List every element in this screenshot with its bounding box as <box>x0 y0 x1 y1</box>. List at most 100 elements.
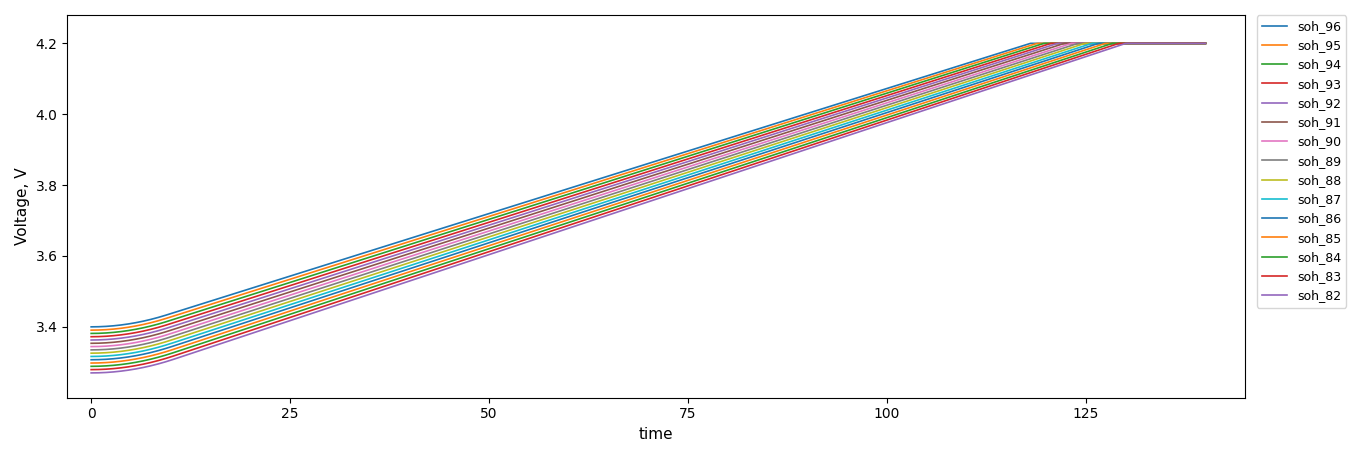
soh_83 <box>1197 41 1213 46</box>
Line: soh_96: soh_96 <box>91 43 1205 327</box>
soh_91 <box>83 340 99 346</box>
soh_88 <box>740 150 756 155</box>
soh_92 <box>280 287 296 292</box>
soh_90 <box>740 145 756 150</box>
soh_85 <box>922 98 938 104</box>
soh_85 <box>370 280 386 285</box>
soh_93 <box>370 255 386 260</box>
soh_86 <box>922 96 938 101</box>
soh_82 <box>740 166 756 171</box>
soh_88 <box>588 200 604 205</box>
soh_96 <box>588 177 604 183</box>
soh_82 <box>922 106 938 111</box>
Legend: soh_96, soh_95, soh_94, soh_93, soh_92, soh_91, soh_90, soh_89, soh_88, soh_87, : soh_96, soh_95, soh_94, soh_93, soh_92, … <box>1257 15 1346 308</box>
soh_91 <box>827 114 843 120</box>
Line: soh_86: soh_86 <box>91 43 1205 360</box>
soh_90 <box>280 293 296 298</box>
soh_85 <box>827 129 843 135</box>
soh_87 <box>83 354 99 359</box>
soh_82 <box>1197 41 1213 46</box>
soh_88 <box>922 91 938 96</box>
soh_94 <box>827 107 843 112</box>
soh_96 <box>280 274 296 279</box>
soh_91 <box>280 290 296 295</box>
soh_94 <box>588 183 604 188</box>
soh_95 <box>922 74 938 80</box>
soh_92 <box>370 258 386 264</box>
soh_96 <box>370 246 386 251</box>
soh_85 <box>740 158 756 164</box>
Line: soh_88: soh_88 <box>91 43 1205 353</box>
soh_85 <box>1197 41 1213 46</box>
soh_89 <box>1197 41 1213 46</box>
Line: soh_93: soh_93 <box>91 43 1205 337</box>
soh_90 <box>83 344 99 349</box>
soh_95 <box>827 104 843 110</box>
Line: soh_84: soh_84 <box>91 43 1205 367</box>
soh_90 <box>588 194 604 200</box>
soh_94 <box>1197 41 1213 46</box>
soh_89 <box>370 267 386 273</box>
Line: soh_83: soh_83 <box>91 43 1205 370</box>
soh_87 <box>1197 41 1213 46</box>
soh_91 <box>922 84 938 89</box>
soh_87 <box>1084 41 1100 46</box>
soh_86 <box>280 306 296 311</box>
soh_84 <box>588 211 604 217</box>
Line: soh_91: soh_91 <box>91 43 1205 343</box>
soh_83 <box>83 367 99 372</box>
X-axis label: time: time <box>639 427 673 442</box>
soh_87 <box>827 124 843 130</box>
soh_91 <box>370 261 386 266</box>
soh_94 <box>370 252 386 257</box>
soh_92 <box>922 81 938 87</box>
Line: soh_92: soh_92 <box>91 43 1205 340</box>
soh_96 <box>83 324 99 329</box>
soh_95 <box>740 132 756 138</box>
soh_82 <box>370 289 386 294</box>
soh_95 <box>1030 41 1046 46</box>
soh_86 <box>1197 41 1213 46</box>
soh_96 <box>827 102 843 107</box>
Line: soh_87: soh_87 <box>91 43 1205 356</box>
soh_95 <box>280 277 296 282</box>
soh_85 <box>83 360 99 366</box>
soh_93 <box>1197 41 1213 46</box>
soh_85 <box>1099 41 1115 46</box>
soh_94 <box>1038 41 1054 46</box>
soh_95 <box>370 249 386 255</box>
soh_86 <box>1091 41 1107 46</box>
soh_95 <box>588 180 604 186</box>
soh_96 <box>740 129 756 135</box>
soh_92 <box>827 112 843 117</box>
soh_94 <box>83 331 99 336</box>
soh_92 <box>588 188 604 194</box>
soh_92 <box>1197 41 1213 46</box>
soh_87 <box>740 153 756 158</box>
soh_87 <box>588 202 604 208</box>
soh_84 <box>280 312 296 318</box>
soh_95 <box>1197 41 1213 46</box>
soh_90 <box>827 117 843 122</box>
soh_89 <box>922 89 938 94</box>
soh_88 <box>1197 41 1213 46</box>
soh_90 <box>370 264 386 270</box>
Line: soh_89: soh_89 <box>91 43 1205 350</box>
soh_83 <box>370 286 386 291</box>
soh_86 <box>370 276 386 282</box>
soh_90 <box>1197 41 1213 46</box>
soh_83 <box>588 214 604 219</box>
soh_93 <box>827 109 843 115</box>
soh_88 <box>83 351 99 356</box>
soh_93 <box>740 137 756 143</box>
soh_91 <box>1058 41 1074 46</box>
soh_83 <box>280 315 296 321</box>
soh_87 <box>370 273 386 279</box>
soh_84 <box>922 101 938 106</box>
soh_96 <box>1197 41 1213 46</box>
Line: soh_94: soh_94 <box>91 43 1205 334</box>
soh_90 <box>922 86 938 91</box>
soh_93 <box>1043 41 1059 46</box>
soh_96 <box>922 72 938 78</box>
soh_83 <box>827 134 843 140</box>
